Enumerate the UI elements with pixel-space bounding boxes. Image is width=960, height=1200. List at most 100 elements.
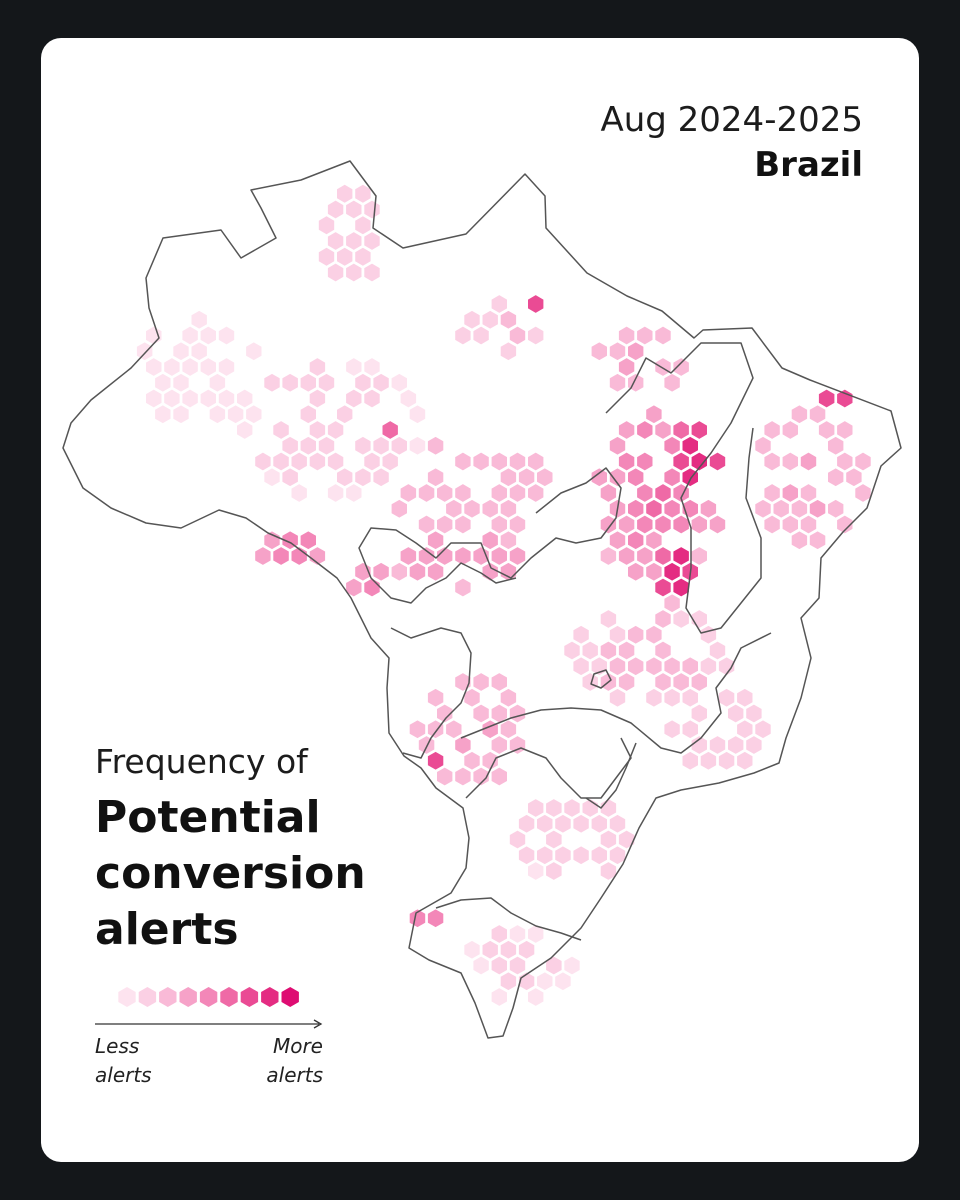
hex-cell bbox=[691, 610, 707, 628]
hex-cell bbox=[564, 956, 580, 975]
hex-cell bbox=[609, 531, 626, 550]
hex-cell bbox=[546, 799, 562, 817]
hex-cell bbox=[173, 373, 189, 392]
hex-cell bbox=[691, 704, 707, 723]
legend-hex-7 bbox=[240, 987, 259, 1007]
hex-cell bbox=[146, 389, 162, 408]
hex-cell bbox=[318, 373, 335, 392]
hex-cell bbox=[528, 326, 544, 345]
hex-cell bbox=[337, 247, 353, 266]
hex-cell bbox=[537, 972, 553, 991]
legend-more-label: More alerts bbox=[211, 1032, 323, 1090]
hex-cell bbox=[728, 704, 744, 723]
hex-cell bbox=[518, 814, 535, 833]
hex-cell bbox=[500, 499, 517, 518]
hex-cell bbox=[628, 342, 644, 361]
hex-cell bbox=[664, 468, 680, 487]
hex-cell bbox=[491, 515, 507, 534]
hex-cell bbox=[764, 484, 780, 502]
hex-cell bbox=[800, 515, 817, 534]
legend-hex-9 bbox=[281, 987, 299, 1007]
hex-cell bbox=[791, 499, 808, 518]
hex-cell bbox=[400, 547, 417, 565]
hex-cell bbox=[646, 499, 662, 518]
hex-cell bbox=[282, 373, 298, 392]
hex-cell bbox=[282, 436, 298, 455]
hex-cell bbox=[418, 484, 435, 502]
hex-cell bbox=[491, 295, 507, 313]
hex-cell bbox=[364, 263, 380, 282]
hex-cell bbox=[300, 531, 316, 550]
hex-cell bbox=[837, 389, 853, 408]
hex-cell bbox=[709, 641, 726, 660]
hex-cell bbox=[782, 484, 798, 502]
hex-cell bbox=[655, 641, 671, 660]
hex-cell bbox=[618, 673, 635, 691]
hex-cell bbox=[427, 720, 444, 739]
hex-cell bbox=[664, 720, 680, 739]
hex-cell bbox=[718, 751, 735, 770]
hex-cell bbox=[300, 436, 316, 455]
hex-cell bbox=[455, 326, 471, 345]
hex-cell bbox=[618, 358, 635, 376]
hex-cell bbox=[700, 751, 717, 770]
hex-cell bbox=[418, 547, 435, 565]
hex-cell bbox=[546, 830, 562, 849]
hex-cell bbox=[755, 499, 771, 518]
hex-cell bbox=[155, 405, 171, 424]
hex-cell bbox=[573, 814, 589, 833]
hex-cell bbox=[455, 767, 471, 786]
hex-cell bbox=[637, 484, 653, 502]
hex-cell bbox=[646, 562, 662, 581]
hex-cell bbox=[655, 421, 671, 439]
hex-cell bbox=[491, 452, 507, 471]
hex-cell bbox=[646, 405, 662, 424]
hex-cell bbox=[809, 405, 826, 424]
region-loop-south bbox=[435, 897, 582, 941]
legend-more-line-2: alerts bbox=[266, 1063, 323, 1087]
hex-cell bbox=[155, 373, 171, 392]
hex-cell bbox=[582, 673, 598, 691]
hex-cell bbox=[709, 736, 726, 754]
hex-cell bbox=[400, 484, 417, 502]
legend-hex-3 bbox=[159, 987, 177, 1007]
hex-cell bbox=[455, 578, 471, 597]
hex-cell bbox=[500, 688, 517, 707]
hex-cell bbox=[718, 657, 735, 676]
map-outline bbox=[62, 160, 902, 1039]
hex-cell bbox=[618, 452, 635, 471]
hex-cell bbox=[673, 610, 689, 628]
hex-cell bbox=[300, 373, 316, 392]
hex-cell bbox=[855, 452, 871, 471]
hex-cell bbox=[691, 515, 707, 534]
legend-hex-1 bbox=[118, 987, 136, 1007]
hex-cell bbox=[809, 531, 826, 550]
hex-cell bbox=[237, 421, 253, 439]
hex-cell bbox=[482, 531, 498, 550]
hex-cell bbox=[600, 641, 617, 660]
hex-cell bbox=[518, 468, 535, 487]
title-intro: Frequency of bbox=[95, 742, 308, 781]
hex-cell bbox=[318, 436, 335, 455]
hex-cell bbox=[609, 625, 626, 644]
hex-cell bbox=[664, 594, 680, 613]
legend-less-line-2: alerts bbox=[95, 1063, 152, 1087]
hex-cell bbox=[464, 940, 480, 959]
hex-cell bbox=[418, 736, 435, 754]
country-outline bbox=[62, 160, 902, 1039]
hex-cell bbox=[782, 515, 798, 534]
hex-cell bbox=[418, 515, 435, 534]
hex-cell bbox=[837, 452, 853, 471]
hex-cell bbox=[364, 578, 380, 597]
hex-cell bbox=[664, 688, 680, 707]
hex-cell bbox=[673, 673, 689, 691]
hex-cell bbox=[764, 452, 780, 471]
hex-cell bbox=[373, 373, 389, 392]
hex-cell bbox=[600, 515, 617, 534]
hex-cell bbox=[737, 751, 753, 770]
hex-cell bbox=[146, 326, 162, 345]
hex-cell bbox=[573, 625, 589, 644]
hex-cell bbox=[655, 547, 671, 565]
hex-cell bbox=[391, 436, 407, 455]
hex-cell bbox=[800, 452, 817, 471]
